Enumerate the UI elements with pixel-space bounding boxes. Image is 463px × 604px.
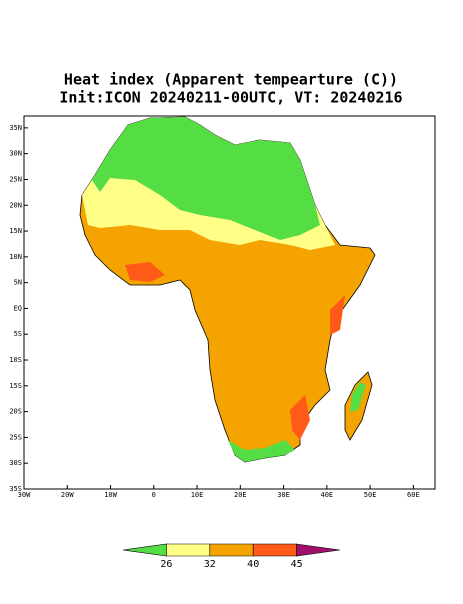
- y-tick-label: 30N: [9, 150, 22, 158]
- x-tick-label: 30W: [18, 491, 31, 499]
- colorbar-label: 45: [291, 559, 303, 570]
- x-tick-label: 20E: [234, 491, 247, 499]
- plot-frame: [23, 115, 436, 490]
- y-tick-label: 10S: [9, 356, 22, 364]
- madagascar-green: [350, 382, 366, 412]
- colorbar-swatch: [252, 543, 297, 557]
- africa-map: [79, 116, 376, 463]
- y-tick-label: 15N: [9, 227, 22, 235]
- colorbar-label: 26: [160, 559, 172, 570]
- x-tick-label: 10E: [191, 491, 204, 499]
- y-tick-label: 35N: [9, 124, 22, 132]
- y-tick-label: 5N: [14, 279, 22, 287]
- y-tick-label: 30S: [9, 459, 22, 467]
- colorbar-swatch: [296, 543, 341, 557]
- y-tick-label: 5S: [14, 330, 22, 338]
- colorbar-label: 40: [247, 559, 259, 570]
- zone-dark-orange: [290, 395, 310, 440]
- y-tick-label: 15S: [9, 382, 22, 390]
- x-tick-label: 40E: [321, 491, 334, 499]
- y-tick-label: 25S: [9, 433, 22, 441]
- zone-dark-orange-west: [125, 262, 165, 282]
- x-tick-label: 20W: [61, 491, 74, 499]
- y-tick-label: 25N: [9, 175, 22, 183]
- y-tick-label: 35S: [9, 485, 22, 493]
- colorbar-swatch: [166, 543, 211, 557]
- title: Heat index (Apparent tempearture (C)): [64, 71, 398, 89]
- zone-green: [92, 117, 320, 240]
- y-tick-label: EQ: [14, 304, 22, 312]
- subtitle: Init:ICON 20240211-00UTC, VT: 20240216: [59, 89, 402, 107]
- x-tick-label: 10W: [104, 491, 117, 499]
- y-tick-label: 20N: [9, 201, 22, 209]
- x-tick-label: 60E: [407, 491, 420, 499]
- x-tick-label: 0: [152, 491, 156, 499]
- colorbar-swatch: [122, 543, 167, 557]
- x-tick-label: 50E: [364, 491, 377, 499]
- colorbar-swatch: [209, 543, 254, 557]
- y-tick-label: 20S: [9, 408, 22, 416]
- colorbar-label: 32: [204, 559, 216, 570]
- x-tick-label: 30E: [277, 491, 290, 499]
- zone-dark-orange-east: [330, 295, 345, 335]
- zone-green-south: [228, 440, 295, 462]
- y-tick-label: 10N: [9, 253, 22, 261]
